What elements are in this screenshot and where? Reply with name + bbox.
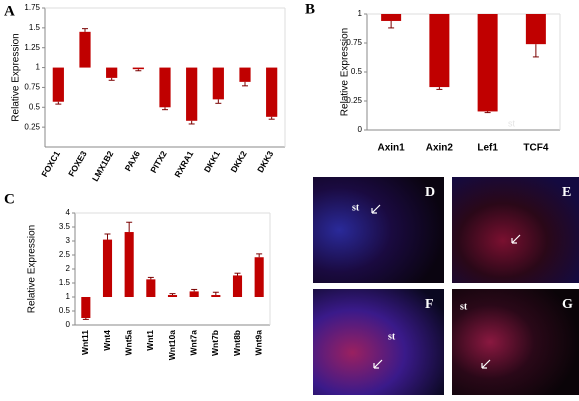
y-tick-label: 1.5 <box>29 23 41 32</box>
x-tick-label: DKK2 <box>228 149 248 174</box>
bar <box>211 295 221 297</box>
bar <box>52 67 64 102</box>
y-axis-label: Relative Expression <box>27 225 38 313</box>
x-tick-label: Wnt5a <box>123 330 133 356</box>
y-tick-label: 1 <box>36 63 41 72</box>
y-tick-label: 0.25 <box>346 96 362 105</box>
y-tick-label: 0.5 <box>351 67 363 76</box>
image-annotation: st <box>388 331 396 342</box>
microscopy-panels: D st E F st G st <box>313 177 579 395</box>
y-axis-label: Relative Expression <box>11 33 22 121</box>
x-tick-label: TCF4 <box>523 143 548 154</box>
arrow <box>371 204 381 214</box>
x-tick-label: FOXC1 <box>39 149 62 179</box>
x-tick-label: Wnt9a <box>253 330 263 356</box>
y-tick-label: 0.75 <box>24 83 40 92</box>
bar <box>159 67 171 108</box>
image-e <box>452 177 579 283</box>
y-tick-label: 0.25 <box>24 122 40 131</box>
bar <box>81 297 91 318</box>
annotation: st <box>508 118 516 128</box>
image-g <box>452 289 579 395</box>
x-tick-label: Wnt1 <box>145 330 155 351</box>
y-tick-label: 3.5 <box>59 222 71 231</box>
image-d <box>313 177 444 283</box>
x-tick-label: Wnt8b <box>232 330 242 356</box>
bar <box>525 14 546 45</box>
bar <box>212 67 224 100</box>
x-tick-label: DKK1 <box>202 149 222 174</box>
image-annotation: st <box>352 202 360 213</box>
x-tick-label: Wnt7a <box>188 330 198 356</box>
y-tick-label: 2.5 <box>59 250 71 259</box>
bar <box>79 31 91 68</box>
bar <box>124 232 134 297</box>
arrow <box>481 359 491 369</box>
arrow <box>373 359 383 369</box>
arrow <box>511 234 521 244</box>
bar <box>232 275 243 297</box>
bar <box>477 14 498 112</box>
y-tick-label: 1.75 <box>24 3 40 12</box>
x-tick-label: Axin1 <box>378 143 406 154</box>
image-label: E <box>562 185 571 200</box>
bar <box>266 67 278 117</box>
panel-label: A <box>4 3 15 19</box>
x-tick-label: FOXE3 <box>66 149 89 178</box>
y-tick-label: 3 <box>66 236 71 245</box>
bar <box>429 14 450 88</box>
panel-label: B <box>305 1 315 17</box>
bar <box>132 67 144 70</box>
x-tick-label: RXRA1 <box>172 149 195 179</box>
bar <box>254 257 264 297</box>
image-label: F <box>425 297 434 312</box>
x-tick-label: PITX2 <box>148 149 169 175</box>
x-tick-label: Wnt7b <box>210 330 220 356</box>
y-tick-label: 0.5 <box>29 102 41 111</box>
y-tick-label: 0.75 <box>346 38 362 47</box>
bar <box>106 67 118 78</box>
bar <box>186 67 198 121</box>
y-tick-label: 2 <box>66 264 71 273</box>
y-tick-label: 1.25 <box>24 43 40 52</box>
panel-label: C <box>4 191 15 207</box>
x-tick-label: DKK3 <box>255 149 275 174</box>
y-tick-label: 0 <box>358 125 363 134</box>
x-tick-label: Lef1 <box>477 143 498 154</box>
x-tick-label: PAX6 <box>123 149 143 173</box>
x-tick-label: Wnt11 <box>80 330 90 355</box>
y-tick-label: 0 <box>66 320 71 329</box>
bar <box>167 295 178 297</box>
x-tick-label: Axin2 <box>426 143 454 154</box>
image-label: D <box>425 185 435 200</box>
bar <box>381 14 402 21</box>
y-tick-label: 1 <box>66 292 71 301</box>
y-axis-label: Relative Expression <box>340 28 351 116</box>
y-tick-label: 1.5 <box>59 278 71 287</box>
image-label: G <box>562 297 573 312</box>
bar <box>102 239 113 297</box>
y-tick-label: 0.5 <box>59 306 71 315</box>
x-tick-label: Wnt10a <box>167 330 177 361</box>
bar <box>146 279 156 297</box>
x-tick-label: Wnt4 <box>102 330 112 351</box>
image-annotation: st <box>460 301 468 312</box>
y-tick-label: 1 <box>358 9 363 18</box>
image-f <box>313 289 444 395</box>
y-tick-label: 4 <box>66 208 71 217</box>
bar <box>239 67 251 82</box>
bar <box>189 291 199 297</box>
x-tick-label: LMX1B2 <box>90 149 116 183</box>
